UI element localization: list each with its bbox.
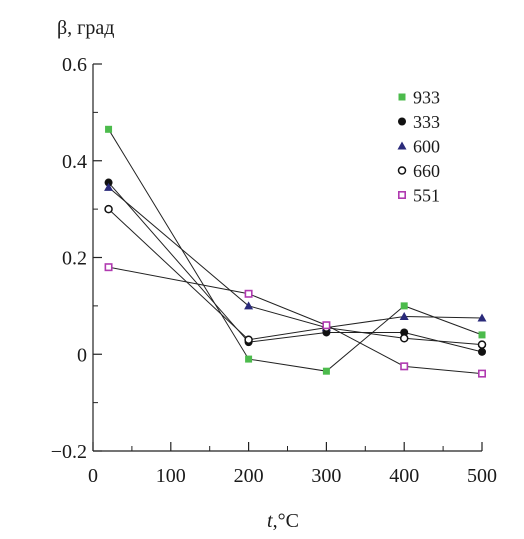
legend-label-551: 551 [413,186,440,206]
legend-label-333: 333 [413,112,440,132]
legend: 933 333 600 660 551 [397,88,440,206]
data-point-660 [477,340,487,349]
legend-label-933: 933 [413,88,440,108]
data-point-660 [104,204,113,214]
y-tick-label: −0.2 [51,441,87,463]
legend-marker-660 [397,166,407,175]
series-line-600 [108,186,483,329]
x-tick-label: 300 [311,465,341,487]
y-axis-title: β, град [57,17,114,39]
data-point-551 [400,362,409,371]
series-markers [104,125,487,378]
x-tick-label: 200 [234,465,264,487]
x-tick-label: 100 [156,465,186,487]
legend-marker-333 [398,117,406,126]
y-tick-label: 0 [77,344,87,366]
legend-marker-600 [397,141,407,150]
data-point-933 [400,302,408,310]
data-point-551 [104,263,113,272]
y-tick-label: 0.6 [62,54,87,76]
x-tick-label: 500 [467,465,497,487]
data-point-660 [399,334,409,343]
data-point-551 [477,369,486,378]
data-point-333 [104,178,113,187]
data-point-600 [399,312,409,321]
data-point-333 [400,328,409,337]
series-line-551 [108,266,483,375]
data-point-600 [104,182,114,191]
data-point-660 [244,335,253,344]
y-tick-label: 0.2 [62,248,87,270]
legend-label-600: 600 [413,137,440,157]
legend-label-660: 660 [413,161,440,181]
data-point-551 [244,289,253,298]
legend-marker-551 [397,191,406,200]
x-axis-unit: ,°C [273,510,299,532]
x-tick-label: 0 [88,465,98,487]
data-point-333 [478,347,486,356]
series-line-333 [108,182,483,353]
data-point-600 [244,301,254,310]
data-point-933 [105,125,113,133]
legend-marker-933 [398,93,406,101]
data-point-600 [477,313,487,322]
series-line-660 [108,208,483,346]
x-tick-label: 400 [389,465,419,487]
ticks: 0 100 200 300 400 500−0.200.20.40.6 [51,54,497,487]
data-point-551 [322,321,331,330]
x-axis-title: t,°C [267,510,299,532]
data-point-933 [322,367,330,375]
x-axis-variable: t [267,510,273,532]
data-point-933 [478,331,486,339]
y-tick-label: 0.4 [62,151,87,173]
data-point-933 [245,355,253,363]
